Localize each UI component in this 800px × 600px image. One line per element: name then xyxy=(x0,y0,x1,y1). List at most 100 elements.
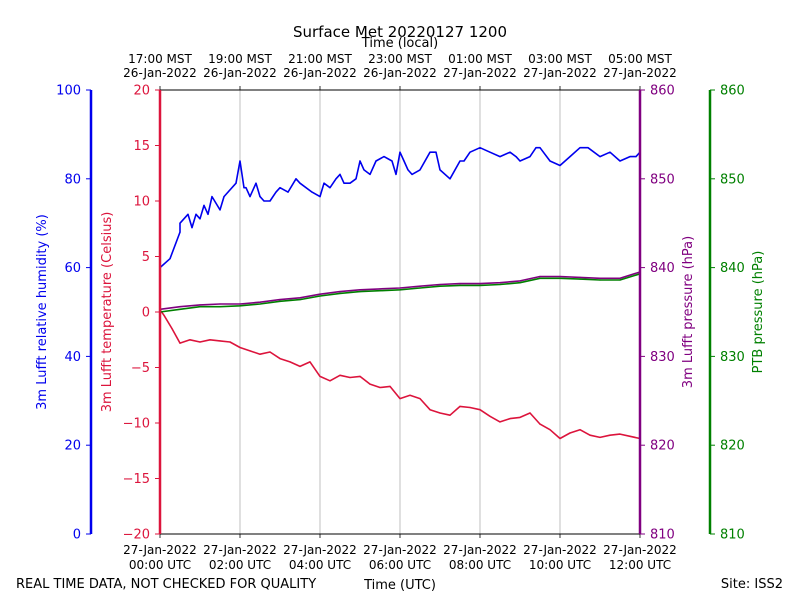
data-point-temperature xyxy=(579,429,581,431)
data-point-temperature xyxy=(259,353,261,355)
lufft_pressure-tick-label: 820 xyxy=(650,439,675,454)
x-tick-label-time: 08:00 UTC xyxy=(449,558,511,572)
data-point-temperature xyxy=(559,437,561,440)
lufft_pressure-tick-label: 810 xyxy=(650,528,675,543)
data-point-humidity xyxy=(411,173,413,175)
data-point-humidity xyxy=(179,222,181,224)
data-point-humidity xyxy=(255,182,257,184)
data-point-humidity xyxy=(629,156,631,158)
data-point-lufft_pressure xyxy=(179,306,181,308)
x-tick-label-date: 27-Jan-2022 xyxy=(523,543,597,557)
lufft_pressure-tick-label: 840 xyxy=(650,261,675,276)
top-tick-label-date: 26-Jan-2022 xyxy=(283,66,357,80)
lufft_pressure-tick-label: 830 xyxy=(650,350,675,365)
x-tick-label-date: 27-Jan-2022 xyxy=(443,543,517,557)
temperature-tick-label: −10 xyxy=(123,417,150,432)
temperature-tick-label: −15 xyxy=(123,472,150,487)
temperature-tick-label: −5 xyxy=(131,361,150,376)
ptb_pressure-tick-label: 850 xyxy=(720,172,745,187)
data-point-temperature xyxy=(409,394,411,396)
top-tick-label-time: 21:00 MST xyxy=(288,52,352,66)
data-point-humidity xyxy=(179,231,181,233)
data-point-temperature xyxy=(329,380,331,382)
top-tick-label-time: 23:00 MST xyxy=(368,52,432,66)
data-point-humidity xyxy=(227,191,229,193)
data-point-lufft_pressure xyxy=(599,277,601,279)
data-point-temperature xyxy=(219,340,221,342)
data-point-temperature xyxy=(619,433,621,435)
data-point-ptb_pressure xyxy=(459,284,461,286)
data-point-ptb_pressure xyxy=(199,306,201,308)
data-point-humidity xyxy=(349,182,351,184)
data-point-lufft_pressure xyxy=(419,285,421,287)
data-point-temperature xyxy=(419,398,421,400)
temperature-tick-label: 5 xyxy=(142,250,150,265)
data-point-humidity xyxy=(195,213,197,215)
data-point-humidity xyxy=(339,173,341,175)
data-point-temperature xyxy=(609,434,611,436)
data-point-humidity xyxy=(489,151,491,153)
data-point-humidity xyxy=(449,178,451,180)
data-point-humidity xyxy=(239,160,241,162)
data-point-ptb_pressure xyxy=(299,299,301,301)
humidity-tick-label: 20 xyxy=(64,439,81,454)
data-point-humidity xyxy=(219,209,221,211)
data-point-humidity xyxy=(199,218,201,220)
lufft_pressure-tick-label: 860 xyxy=(650,84,675,99)
data-point-temperature xyxy=(229,341,231,343)
data-point-humidity xyxy=(399,151,401,153)
data-point-humidity xyxy=(549,160,551,162)
data-point-ptb_pressure xyxy=(439,285,441,287)
top-tick-label-date: 26-Jan-2022 xyxy=(363,66,437,80)
data-point-humidity xyxy=(535,147,537,149)
x-tick-label-date: 27-Jan-2022 xyxy=(123,543,197,557)
data-point-humidity xyxy=(439,169,441,171)
data-point-humidity xyxy=(435,151,437,153)
x-tick-label-date: 27-Jan-2022 xyxy=(363,543,437,557)
top-tick-label-time: 19:00 MST xyxy=(208,52,272,66)
data-point-humidity xyxy=(391,160,393,162)
data-point-temperature xyxy=(369,383,371,385)
top-axis-label: Time (local) xyxy=(361,36,438,51)
data-point-temperature xyxy=(439,412,441,414)
temperature-tick-label: 0 xyxy=(142,306,150,321)
data-point-humidity xyxy=(329,187,331,189)
data-point-temperature xyxy=(163,314,165,316)
footer-quality-note: REAL TIME DATA, NOT CHECKED FOR QUALITY xyxy=(16,577,316,592)
data-point-humidity xyxy=(587,147,589,149)
data-point-humidity xyxy=(359,160,361,162)
data-point-temperature xyxy=(519,416,521,418)
data-point-temperature xyxy=(189,339,191,341)
data-point-humidity xyxy=(299,182,301,184)
temperature-tick-label: −20 xyxy=(123,528,150,543)
data-point-lufft_pressure xyxy=(479,283,481,285)
ptb_pressure-tick-label: 820 xyxy=(720,439,745,454)
humidity-tick-label: 100 xyxy=(56,84,81,99)
data-point-temperature xyxy=(569,432,571,434)
x-tick-label-date: 27-Jan-2022 xyxy=(283,543,357,557)
data-point-lufft_pressure xyxy=(339,291,341,293)
ptb_pressure-tick-label: 830 xyxy=(720,350,745,365)
top-tick-label-date: 26-Jan-2022 xyxy=(123,66,197,80)
data-point-humidity xyxy=(569,156,571,158)
ptb_pressure-axis-label: PTB pressure (hPa) xyxy=(751,251,766,374)
series-line-humidity xyxy=(159,146,641,269)
data-point-temperature xyxy=(539,423,541,425)
data-point-temperature xyxy=(269,351,271,353)
temperature-axis-label: 3m Lufft temperature (Celsius) xyxy=(100,212,115,413)
data-point-humidity xyxy=(395,173,397,175)
data-point-humidity xyxy=(459,160,461,162)
data-point-humidity xyxy=(207,213,209,215)
data-point-ptb_pressure xyxy=(559,277,561,279)
x-tick-label-time: 06:00 UTC xyxy=(369,558,431,572)
data-point-lufft_pressure xyxy=(459,283,461,285)
data-point-humidity xyxy=(319,196,321,198)
data-point-temperature xyxy=(629,435,631,437)
lufft_pressure-axis-label: 3m Lufft pressure (hPa) xyxy=(681,236,696,388)
data-point-temperature xyxy=(339,374,341,376)
data-point-temperature xyxy=(379,386,381,389)
data-point-ptb_pressure xyxy=(339,292,341,294)
data-point-humidity xyxy=(579,147,581,149)
data-point-lufft_pressure xyxy=(219,303,221,305)
data-point-temperature xyxy=(171,328,173,330)
